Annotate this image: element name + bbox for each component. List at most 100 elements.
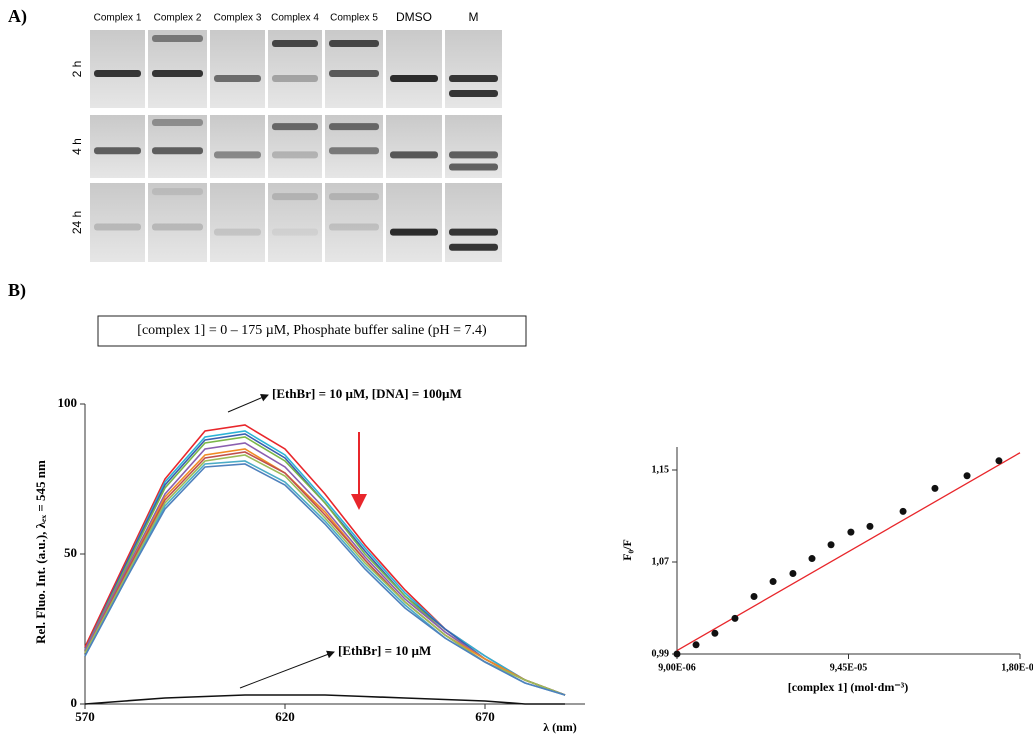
x-tick-label: 1,80E-04 (1001, 662, 1033, 673)
x-tick-label: 670 (475, 709, 495, 724)
point (899, 507, 907, 515)
gel-panel: Complex 1 Complex 2 Complex 3 Complex 4 Comp… (70, 10, 502, 262)
spectrum-line (84, 448, 566, 696)
gel-band (390, 151, 438, 159)
arrow (239, 650, 335, 689)
gel-band (390, 228, 438, 236)
point (673, 650, 681, 658)
y-tick-label: 0,99 (652, 648, 670, 659)
panel-label: A) (8, 6, 27, 27)
gel-lane (90, 30, 145, 108)
gel-band (272, 151, 318, 159)
row-label: 2 h (70, 61, 84, 78)
point (866, 522, 874, 530)
point (847, 528, 855, 536)
gel-band (152, 119, 203, 127)
y-tick-label: 100 (58, 395, 78, 410)
point (731, 614, 739, 622)
point (789, 570, 797, 577)
y-tick-label: 50 (64, 545, 77, 560)
gel-lane (90, 183, 145, 262)
gel-band (449, 228, 498, 236)
gel-lane (386, 30, 442, 108)
gel-band (214, 75, 261, 82)
conditions: [complex 1] = 0 – 175 µM, Phosphate buff… (137, 323, 487, 338)
annotation: [EthBr] = 10 µM (338, 643, 431, 658)
gel-lane (148, 115, 207, 178)
lane-label: Complex 4 (271, 13, 319, 24)
gel-band (329, 223, 379, 231)
point (995, 457, 1003, 465)
gel-band (449, 90, 498, 97)
x-tick-label: 620 (275, 709, 295, 724)
gel-lane (90, 115, 145, 178)
row-label: 4 h (70, 138, 84, 155)
gel-band (152, 188, 203, 196)
gel-band (449, 163, 498, 171)
gel-band (329, 123, 379, 131)
point (808, 555, 816, 563)
point (931, 484, 939, 492)
lane-label: Complex 2 (154, 13, 202, 24)
spectrum-line (84, 442, 566, 696)
spectrum-line (84, 451, 566, 696)
gel-band (272, 193, 318, 201)
gel-band (94, 147, 141, 155)
gel-band (214, 151, 261, 159)
gel-band (94, 70, 141, 77)
spectrum-line (84, 436, 566, 696)
x-tick-label: 9,00E-06 (658, 662, 696, 673)
gel-band (272, 40, 318, 47)
gel-band (449, 75, 498, 82)
spectrum-line (84, 424, 566, 696)
gel-lane (210, 115, 265, 178)
gel-band (272, 228, 318, 236)
gel-lane (148, 30, 207, 108)
fit-line (676, 452, 1021, 652)
y-tick-label: 1,15 (652, 464, 670, 475)
gel-lane (210, 30, 265, 108)
point (750, 593, 758, 600)
spectrum-line (84, 463, 566, 696)
x-axis-label: λ (nm) (543, 720, 577, 734)
x-tick-label: 9,45E-05 (830, 662, 868, 673)
x-axis-label: [complex 1] (mol·dm⁻³) (788, 680, 909, 694)
gel-band (152, 223, 203, 231)
gel-lane (386, 115, 442, 178)
row-label: 24 h (70, 211, 84, 234)
gel-band (214, 228, 261, 236)
y-axis-label: F₀/F (620, 539, 634, 561)
lane-label: Complex 1 (94, 13, 142, 24)
gel-lane (210, 183, 265, 262)
point (711, 629, 719, 637)
gel-band (272, 123, 318, 131)
gel-band (152, 70, 203, 77)
gel-band (390, 75, 438, 82)
spectra-chart: 0 50 100 570 620 670 Rel. Fluo. Int. (a.u.), λ… (33, 386, 585, 734)
y-axis-label: Rel. Fluo. Int. (a.u.), λₑₓ = 545 nm (33, 460, 48, 644)
annotation: [EthBr] = 10 µM, [DNA] = 100µM (272, 386, 462, 401)
point (769, 578, 777, 586)
gel-band (272, 75, 318, 82)
gel-band (449, 243, 498, 251)
point (692, 641, 700, 649)
gel-band (329, 70, 379, 77)
y-tick-label: 0 (71, 695, 78, 710)
gel-lane (386, 183, 442, 262)
lane-label: M (469, 10, 479, 24)
x-tick-label: 570 (75, 709, 95, 724)
y-tick-label: 1,07 (652, 556, 670, 567)
gel-lane (148, 183, 207, 262)
point (963, 472, 971, 480)
gel-lane (325, 183, 383, 262)
spectrum-line (84, 430, 566, 696)
lane-label: Complex 3 (214, 13, 262, 24)
point (827, 541, 835, 549)
gel-band (449, 151, 498, 159)
spectrum-line (84, 694, 565, 705)
gel-band (329, 40, 379, 47)
gel-band (329, 193, 379, 201)
gel-lane (268, 183, 322, 262)
arrow (227, 394, 269, 413)
